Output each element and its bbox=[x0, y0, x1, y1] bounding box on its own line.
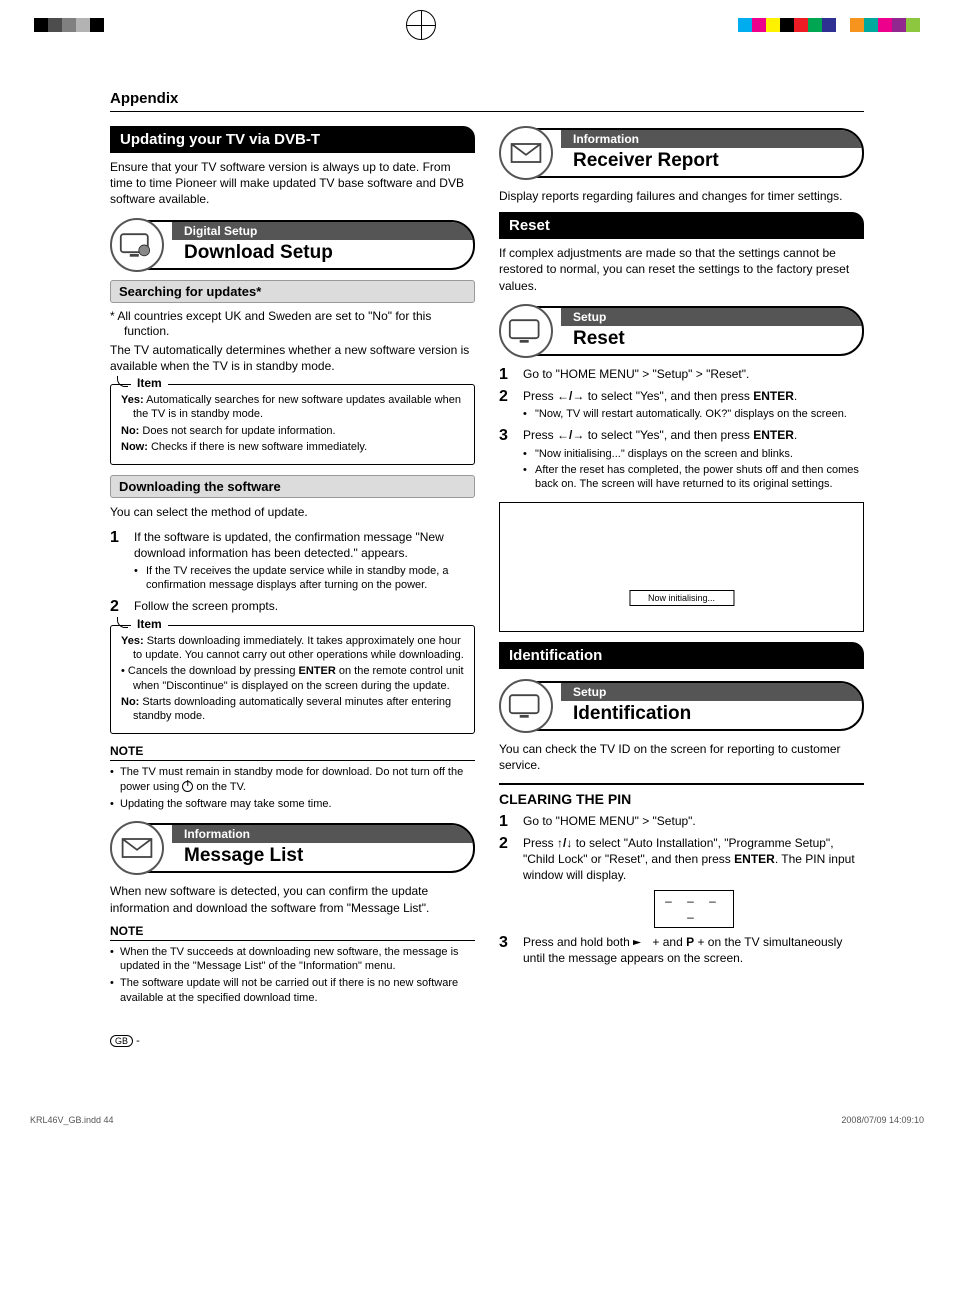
step-item: Follow the screen prompts. bbox=[110, 598, 475, 614]
item-box-label: Item bbox=[131, 617, 168, 631]
section-header-reset: Reset bbox=[499, 212, 864, 239]
item-box-label: Item bbox=[131, 376, 168, 390]
menu-message-list: Information Message List bbox=[110, 821, 475, 875]
note-heading: NOTE bbox=[110, 924, 475, 941]
body-text: If complex adjustments are made so that … bbox=[499, 245, 864, 294]
tv-icon bbox=[499, 304, 553, 358]
item-line: Yes: Automatically searches for new soft… bbox=[121, 393, 464, 422]
bullet-item: "Now initialising..." displays on the sc… bbox=[523, 447, 864, 461]
step-item: Press ←/→ to select "Yes", and then pres… bbox=[499, 427, 864, 491]
bullet-item: If the TV receives the update service wh… bbox=[134, 564, 475, 593]
item-line: No: Starts downloading automatically sev… bbox=[121, 695, 464, 724]
menu-item: Receiver Report bbox=[561, 148, 862, 176]
tv-icon bbox=[499, 679, 553, 733]
step-item: Go to "HOME MENU" > "Setup". bbox=[499, 813, 864, 829]
note-item: The software update will not be carried … bbox=[110, 976, 475, 1005]
section-header-updating: Updating your TV via DVB-T bbox=[110, 126, 475, 153]
subhead-downloading: Downloading the software bbox=[110, 475, 475, 498]
body-text: You can select the method of update. bbox=[110, 504, 475, 520]
item-box-1: Item Yes: Automatically searches for new… bbox=[110, 384, 475, 465]
note-list: When the TV succeeds at downloading new … bbox=[110, 945, 475, 1005]
print-footer: KRL46V_GB.indd 44 2008/07/09 14:09:10 bbox=[0, 1107, 954, 1133]
step-item: Press ←/→ to select "Yes", and then pres… bbox=[499, 388, 864, 421]
screen-message: Now initialising... bbox=[629, 590, 734, 606]
subhead-searching: Searching for updates* bbox=[110, 280, 475, 303]
step-item: Press and hold both + and P + on the TV … bbox=[499, 934, 864, 966]
pin-input-diagram: – – – – bbox=[654, 890, 734, 928]
note-heading: NOTE bbox=[110, 744, 475, 761]
bullet-item: After the reset has completed, the power… bbox=[523, 463, 864, 492]
intro-text: Ensure that your TV software version is … bbox=[110, 159, 475, 208]
page-dash: - bbox=[136, 1035, 140, 1047]
note-list: The TV must remain in standby mode for d… bbox=[110, 765, 475, 811]
footnote-text: * All countries except UK and Sweden are… bbox=[110, 309, 475, 340]
step-item: Go to "HOME MENU" > "Setup" > "Reset". bbox=[499, 366, 864, 382]
body-text: When new software is detected, you can c… bbox=[110, 883, 475, 915]
note-item: The TV must remain in standby mode for d… bbox=[110, 765, 475, 794]
item-line: Yes: Starts downloading immediately. It … bbox=[121, 634, 464, 663]
page-marker: GB - bbox=[110, 1035, 475, 1047]
item-line: • Cancels the download by pressing ENTER… bbox=[121, 664, 464, 693]
menu-category: Digital Setup bbox=[172, 222, 473, 240]
body-text: You can check the TV ID on the screen fo… bbox=[499, 741, 864, 773]
steps-reset: Go to "HOME MENU" > "Setup" > "Reset". Pr… bbox=[499, 366, 864, 492]
note-item: Updating the software may take some time… bbox=[110, 797, 475, 811]
envelope-icon bbox=[110, 821, 164, 875]
menu-item: Identification bbox=[561, 701, 862, 729]
menu-identification: Setup Identification bbox=[499, 679, 864, 733]
menu-category: Information bbox=[172, 825, 473, 843]
steps-download: If the software is updated, the confirma… bbox=[110, 529, 475, 615]
footer-file: KRL46V_GB.indd 44 bbox=[30, 1115, 114, 1125]
menu-category: Setup bbox=[561, 308, 862, 326]
menu-download-setup: Digital Setup Download Setup bbox=[110, 218, 475, 272]
menu-item: Download Setup bbox=[172, 240, 473, 268]
footer-timestamp: 2008/07/09 14:09:10 bbox=[841, 1115, 924, 1125]
bullet-item: "Now, TV will restart automatically. OK?… bbox=[523, 407, 864, 421]
body-text: Display reports regarding failures and c… bbox=[499, 188, 864, 204]
appendix-title: Appendix bbox=[110, 90, 864, 112]
menu-category: Information bbox=[561, 130, 862, 148]
clearing-pin-title: CLEARING THE PIN bbox=[499, 791, 864, 807]
divider bbox=[499, 783, 864, 785]
body-text: The TV automatically determines whether … bbox=[110, 342, 475, 374]
menu-item: Reset bbox=[561, 326, 862, 354]
item-line: Now: Checks if there is new software imm… bbox=[121, 440, 464, 454]
note-item: When the TV succeeds at downloading new … bbox=[110, 945, 475, 974]
left-column: Updating your TV via DVB-T Ensure that y… bbox=[110, 126, 475, 1047]
item-line: No: Does not search for update informati… bbox=[121, 424, 464, 438]
tv-screen-diagram: Now initialising... bbox=[499, 502, 864, 632]
menu-item: Message List bbox=[172, 843, 473, 871]
menu-category: Setup bbox=[561, 683, 862, 701]
menu-receiver-report: Information Receiver Report bbox=[499, 126, 864, 180]
page-content: Appendix Updating your TV via DVB-T Ensu… bbox=[0, 0, 954, 1107]
menu-reset: Setup Reset bbox=[499, 304, 864, 358]
item-box-2: Item Yes: Starts downloading immediately… bbox=[110, 625, 475, 735]
tv-settings-icon bbox=[110, 218, 164, 272]
steps-pin: Go to "HOME MENU" > "Setup". Press ↑/↓ to… bbox=[499, 813, 864, 967]
step-item: If the software is updated, the confirma… bbox=[110, 529, 475, 593]
section-header-identification: Identification bbox=[499, 642, 864, 669]
right-column: Information Receiver Report Display repo… bbox=[499, 126, 864, 1047]
gb-badge: GB bbox=[110, 1035, 133, 1047]
envelope-icon bbox=[499, 126, 553, 180]
step-item: Press ↑/↓ to select "Auto Installation",… bbox=[499, 835, 864, 928]
